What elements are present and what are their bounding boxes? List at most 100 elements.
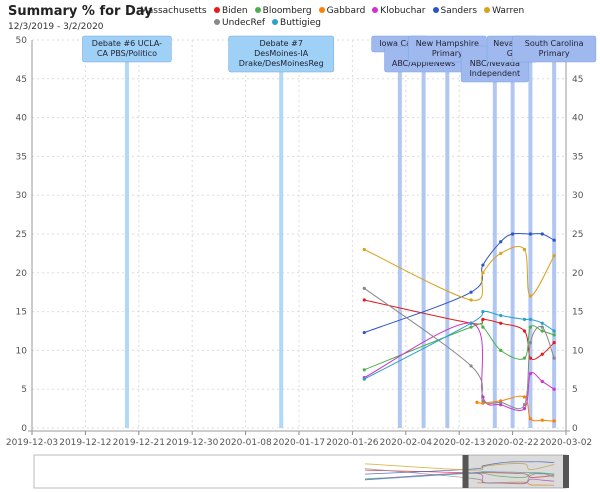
data-point bbox=[362, 368, 366, 372]
data-point bbox=[469, 321, 473, 325]
legend-label: Klobuchar bbox=[380, 6, 426, 16]
y-tick-label-right: 10 bbox=[572, 346, 584, 356]
series-buttigieg bbox=[362, 310, 556, 381]
series-line bbox=[364, 287, 555, 410]
data-point bbox=[552, 419, 556, 423]
event-label-box bbox=[512, 35, 597, 63]
navigator-series-line bbox=[364, 463, 555, 471]
x-tick-label: 2020-02-22 bbox=[486, 438, 538, 448]
x-tick-label: 2020-01-26 bbox=[326, 438, 379, 448]
y-tick-label-left: 20 bbox=[16, 269, 28, 279]
navigator-series-line bbox=[364, 469, 555, 478]
event-label-text: New Hampshire bbox=[416, 39, 479, 48]
data-point bbox=[499, 403, 503, 407]
y-tick-label-right: 35 bbox=[572, 152, 583, 162]
y-tick-label-right: 45 bbox=[572, 75, 583, 85]
legend-swatch bbox=[484, 7, 491, 13]
y-tick-label-right: 5 bbox=[572, 385, 578, 395]
legend-label: Buttigieg bbox=[280, 18, 321, 28]
series-line bbox=[364, 232, 555, 334]
legend-swatch bbox=[432, 7, 439, 13]
data-point bbox=[552, 238, 556, 242]
event-band bbox=[492, 36, 497, 428]
data-point bbox=[522, 407, 527, 411]
data-point bbox=[469, 298, 473, 302]
legend-item-gabbard[interactable]: Gabbard bbox=[318, 5, 365, 17]
data-point bbox=[510, 232, 515, 236]
legend-item-biden[interactable]: Biden bbox=[214, 5, 248, 17]
date-range: 12/3/2019 - 3/2/2020 bbox=[8, 22, 104, 32]
state-label: Massachusetts bbox=[140, 6, 207, 16]
legend-item-undecref[interactable]: UndecRef bbox=[214, 17, 265, 29]
data-point bbox=[475, 400, 479, 404]
data-point bbox=[481, 263, 485, 267]
data-point bbox=[499, 348, 503, 352]
data-point bbox=[528, 417, 533, 421]
y-tick-label-left: 15 bbox=[16, 308, 27, 318]
series-line bbox=[364, 322, 555, 411]
data-point bbox=[481, 399, 485, 403]
legend-label: UndecRef bbox=[222, 18, 266, 28]
data-point bbox=[522, 395, 527, 399]
event-label-text: Primary bbox=[432, 49, 463, 58]
data-point bbox=[528, 232, 533, 236]
y-tick-label-right: 15 bbox=[572, 308, 583, 318]
legend-swatch bbox=[214, 19, 220, 25]
legend-label: Warren bbox=[492, 6, 525, 16]
data-point bbox=[522, 247, 527, 252]
x-tick-label: 2019-12-03 bbox=[6, 438, 58, 448]
data-point bbox=[362, 247, 366, 252]
event-label-text: Debate #6 UCLA- bbox=[92, 39, 162, 48]
event-label-text: DesMoines-IA bbox=[254, 49, 309, 58]
data-point bbox=[540, 232, 544, 236]
data-point bbox=[362, 330, 366, 335]
data-point bbox=[528, 294, 533, 298]
series-bloomberg bbox=[362, 322, 556, 372]
event-label-text: Drake/DesMoinesReg bbox=[239, 59, 324, 68]
legend: Biden Bloomberg Gabbard Klobuchar Sanders War… bbox=[214, 5, 544, 29]
series-warren bbox=[362, 246, 556, 302]
data-point bbox=[540, 418, 544, 422]
event-band bbox=[510, 36, 515, 428]
x-tick-label: 2020-03-02 bbox=[540, 438, 592, 448]
data-point bbox=[528, 317, 533, 321]
x-tick-label: 2019-12-21 bbox=[113, 438, 165, 448]
y-tick-label-left: 10 bbox=[16, 346, 28, 356]
event-band bbox=[124, 36, 129, 428]
navigator-handle-right bbox=[563, 455, 569, 488]
legend-item-buttigieg[interactable]: Buttigieg bbox=[272, 17, 321, 29]
event-label: Debate #6 UCLA-CA PBS/Politico bbox=[82, 35, 172, 63]
navigator-series-line bbox=[364, 468, 555, 484]
data-point bbox=[499, 400, 503, 404]
event-label-text: South Carolina bbox=[525, 39, 584, 48]
legend-item-bloomberg[interactable]: Bloomberg bbox=[254, 5, 312, 17]
event-label-box bbox=[82, 35, 172, 63]
data-point bbox=[362, 298, 366, 302]
data-point bbox=[469, 364, 473, 368]
line-chart: 0055101015152020252530303535404045455050… bbox=[6, 35, 597, 448]
legend-item-klobuchar[interactable]: Klobuchar bbox=[372, 5, 426, 17]
data-point bbox=[540, 325, 544, 329]
legend-swatch bbox=[254, 7, 261, 13]
data-point bbox=[522, 356, 527, 360]
y-tick-label-right: 0 bbox=[572, 424, 578, 434]
data-point bbox=[552, 387, 556, 391]
data-point bbox=[552, 254, 556, 258]
event-label-text: Debate #7 bbox=[259, 39, 302, 48]
chart-title: Summary % for Day bbox=[8, 4, 153, 19]
event-label-text: Iowa Cauc bbox=[379, 39, 420, 48]
legend-item-sanders[interactable]: Sanders bbox=[432, 5, 477, 17]
data-point bbox=[522, 403, 527, 407]
y-tick-label-right: 30 bbox=[572, 191, 584, 201]
legend-item-warren[interactable]: Warren bbox=[484, 5, 524, 17]
data-point bbox=[481, 310, 485, 314]
event-band bbox=[397, 36, 402, 428]
legend-label: Bloomberg bbox=[262, 6, 312, 16]
event-label-text: ABC/AppleNews bbox=[392, 59, 456, 68]
y-tick-label-left: 30 bbox=[16, 191, 28, 201]
event-label-text: Independent bbox=[469, 69, 520, 78]
navigator-frame bbox=[33, 454, 567, 489]
y-tick-label-right: 20 bbox=[572, 269, 584, 279]
y-tick-label-left: 50 bbox=[16, 36, 28, 46]
